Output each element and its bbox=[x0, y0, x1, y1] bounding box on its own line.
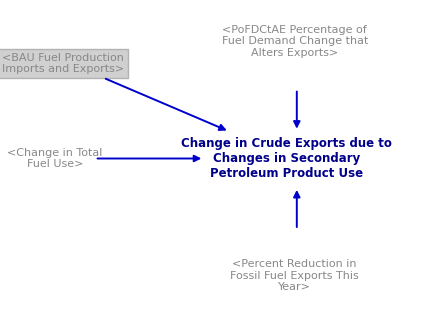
Text: <PoFDCtAE Percentage of
Fuel Demand Change that
Alters Exports>: <PoFDCtAE Percentage of Fuel Demand Chan… bbox=[221, 25, 368, 58]
Text: <BAU Fuel Production
Imports and Exports>: <BAU Fuel Production Imports and Exports… bbox=[2, 53, 124, 74]
Text: <Change in Total
Fuel Use>: <Change in Total Fuel Use> bbox=[7, 148, 102, 169]
Text: Change in Crude Exports due to
Changes in Secondary
Petroleum Product Use: Change in Crude Exports due to Changes i… bbox=[181, 137, 392, 180]
Text: <Percent Reduction in
Fossil Fuel Exports This
Year>: <Percent Reduction in Fossil Fuel Export… bbox=[230, 259, 359, 292]
